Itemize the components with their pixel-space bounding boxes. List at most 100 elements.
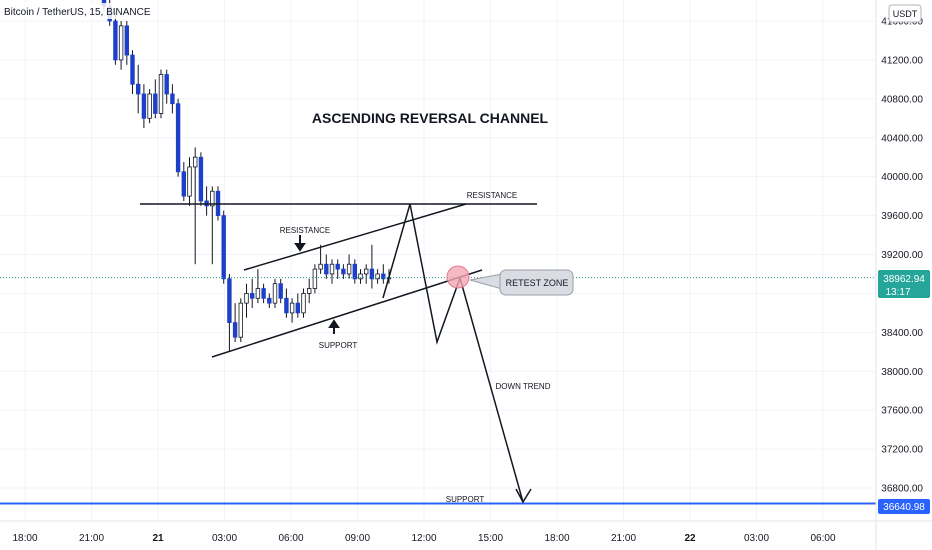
drawings-layer[interactable] (140, 203, 537, 504)
candle-body-down (341, 268, 346, 275)
time-tick-label: 03:00 (744, 533, 769, 544)
candle (267, 293, 272, 309)
candle (204, 186, 209, 216)
time-tick-label: 18:00 (12, 533, 37, 544)
down-arrow-head (515, 488, 532, 504)
candle (175, 98, 181, 177)
candle-body-down (221, 215, 226, 280)
candle-body-up (363, 268, 369, 275)
candle-body-down (267, 297, 272, 304)
candle (358, 269, 363, 284)
retest-callout-pointer (469, 273, 503, 290)
time-tick-label: 18:00 (544, 533, 569, 544)
retest-zone-callout[interactable] (499, 269, 574, 296)
candle (221, 210, 226, 284)
candle-body-up (289, 302, 295, 314)
candle (255, 269, 261, 304)
time-tick-label: 21 (152, 533, 164, 544)
candle-body-down (232, 322, 238, 338)
candle (192, 147, 198, 265)
price-tick-label: 36800.00 (881, 484, 923, 495)
candle (306, 278, 312, 304)
price-tick-label: 38400.00 (881, 328, 923, 339)
candle-body-up (358, 273, 363, 280)
candle-body-down (135, 83, 141, 95)
candle-body-up (192, 156, 198, 168)
candle (272, 278, 278, 309)
candle (187, 157, 192, 206)
candle (369, 244, 375, 289)
candle-body-down (278, 283, 283, 299)
header-bg (0, 3, 152, 19)
candle-body-down (164, 74, 169, 95)
candle (289, 298, 295, 323)
retest-zone-circle[interactable] (446, 265, 470, 289)
candle-body-up (210, 190, 215, 207)
candle (284, 288, 289, 318)
candle-body-down (295, 302, 300, 314)
support-arrow-icon (328, 319, 340, 334)
candle-body-up (147, 93, 152, 119)
candle (210, 186, 215, 265)
candle-body-down (369, 268, 375, 280)
candle (324, 254, 329, 279)
candle (346, 254, 352, 279)
candle-body-up (346, 263, 352, 275)
candle-body-up (318, 263, 323, 270)
bottom-support-label: SUPPORT (446, 495, 485, 504)
candle-body-down (381, 273, 386, 280)
candle (244, 283, 249, 318)
candle (135, 64, 141, 114)
candle (198, 152, 204, 206)
candle-body-down (284, 297, 289, 314)
time-tick-label: 06:00 (278, 533, 303, 544)
last-price-value: 38962.94 (883, 274, 925, 285)
candle (164, 69, 169, 104)
candle (312, 264, 318, 294)
price-tick-label: 37600.00 (881, 406, 923, 417)
time-axis[interactable]: 18:00 21:00 21 03:00 06:00 09:00 12:00 15:00 18:… (12, 533, 835, 544)
candle (118, 21, 124, 70)
chart-title: ASCENDING REVERSAL CHANNEL (312, 110, 549, 126)
candle-body-up (118, 25, 124, 61)
candle-body-down (335, 263, 340, 270)
candle (249, 278, 255, 309)
candle-body-down (352, 263, 357, 280)
symbol-title[interactable]: Bitcoin / TetherUS, 15, BINANCE (4, 7, 151, 18)
candle (170, 84, 175, 114)
candle-body-up (158, 74, 164, 114)
candle (363, 264, 369, 284)
candle-body-down (124, 25, 129, 56)
candle (335, 259, 340, 279)
projected-path (382, 203, 524, 503)
candle-body-down (141, 93, 147, 119)
channel-resistance-label: RESISTANCE (280, 226, 331, 235)
channel-upper-line (243, 203, 467, 271)
down-trend-label: DOWN TREND (496, 382, 551, 391)
candle (301, 288, 306, 318)
currency-button[interactable]: USDT (888, 4, 922, 23)
candle-body-up (329, 263, 335, 275)
price-axis[interactable]: 36800.00 37200.00 37600.00 38000.00 38400.00… (881, 17, 923, 495)
candle (381, 264, 386, 284)
candle-body-up (255, 288, 261, 299)
candle-body-up (272, 283, 278, 304)
candle (153, 79, 158, 119)
candle (227, 273, 232, 352)
candle (341, 264, 346, 279)
candle-body-up (301, 293, 306, 314)
candle-body-down (113, 20, 118, 61)
price-tick-label: 39200.00 (881, 250, 923, 261)
candle (158, 69, 164, 119)
channel-lower-line (211, 269, 483, 358)
major-resistance-label: RESISTANCE (467, 191, 518, 200)
candle-body-down (181, 171, 186, 197)
time-tick-label: 09:00 (345, 533, 370, 544)
candle-body-up (312, 268, 318, 289)
candle-body-down (170, 93, 175, 105)
candle-body-down (249, 293, 255, 299)
support-price-badge: 36640.98 (878, 499, 930, 514)
candle (352, 259, 357, 284)
price-tick-label: 37200.00 (881, 445, 923, 456)
